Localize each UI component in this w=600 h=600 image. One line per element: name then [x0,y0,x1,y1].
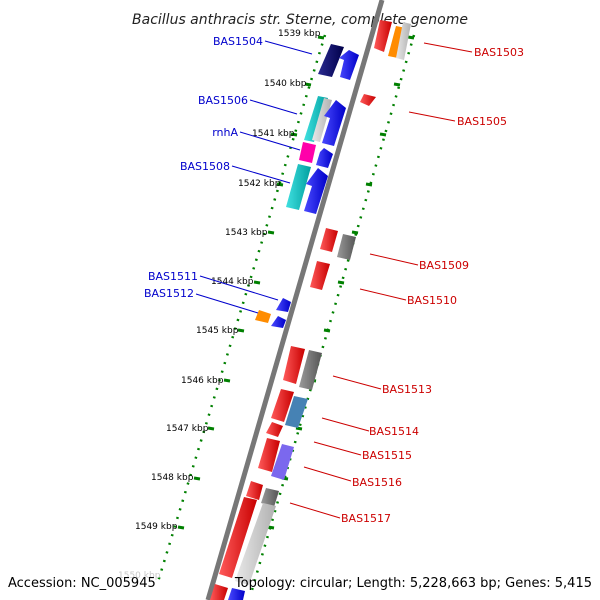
gene-feature[interactable] [261,488,279,507]
gene-feature[interactable] [396,22,411,60]
gene-feature[interactable] [337,234,356,260]
tick-label: 1543 kbp [225,228,268,238]
tick-label: 1546 kbp [181,376,224,386]
gene-label-left[interactable]: rnhA [212,126,238,139]
tick-label: 1547 kbp [166,424,209,434]
gene-feature[interactable] [360,94,376,106]
gene-feature[interactable] [374,20,392,52]
right-callouts [289,42,473,519]
gene-label-right[interactable]: BAS1517 [341,512,391,525]
tick-label: 1545 kbp [196,326,239,336]
gene-feature[interactable] [235,503,276,585]
gene-feature[interactable] [316,148,333,168]
gene-label-right[interactable]: BAS1510 [407,294,457,307]
tick-label: 1541 kbp [252,129,295,139]
tick-label: 1542 kbp [238,179,281,189]
gene-label-right[interactable]: BAS1505 [457,115,507,128]
gene-label-right[interactable]: BAS1514 [369,425,419,438]
gene-feature[interactable] [320,228,338,252]
gene-feature[interactable] [210,584,228,600]
gene-feature[interactable] [304,168,328,214]
gene-feature[interactable] [255,310,271,323]
gene-label-left[interactable]: BAS1511 [148,270,198,283]
gene-label-left[interactable]: BAS1508 [180,160,230,173]
left-callouts [195,40,313,314]
gene-label-right[interactable]: BAS1516 [352,476,402,489]
gene-label-right[interactable]: BAS1515 [362,449,412,462]
tick-label: 1540 kbp [264,79,307,89]
gene-label-right[interactable]: BAS1513 [382,383,432,396]
tick-label: 1539 kbp [278,29,321,39]
gene-feature[interactable] [318,44,344,77]
gene-feature[interactable] [271,444,294,480]
genome-info-text: Topology: circular; Length: 5,228,663 bp… [234,576,592,591]
genome-backbone [205,0,385,600]
gene-label-left[interactable]: BAS1506 [198,94,248,107]
tick-label: 1548 kbp [151,473,194,483]
accession-text: Accession: NC_005945 [8,576,156,591]
gene-feature[interactable] [322,100,346,146]
gene-feature[interactable] [312,98,332,142]
left-track-dots [155,34,327,586]
gene-feature[interactable] [228,588,245,600]
reverse-strand-genes [210,44,359,600]
gene-feature[interactable] [271,389,294,422]
gene-label-left[interactable]: BAS1512 [144,287,194,300]
major-ticks [177,35,415,530]
gene-feature[interactable] [299,142,316,163]
gene-feature[interactable] [283,346,305,384]
gene-label-right[interactable]: BAS1503 [474,46,524,59]
gene-feature[interactable] [285,396,308,428]
gene-feature[interactable] [266,422,283,437]
gene-feature[interactable] [286,164,311,210]
map-title: Bacillus anthracis str. Sterne, complete… [132,12,468,28]
right-track-dots [250,34,416,591]
gene-label-left[interactable]: BAS1504 [213,35,263,48]
gene-feature[interactable] [339,50,359,80]
gene-feature[interactable] [299,350,322,390]
tick-label: 1549 kbp [135,522,178,532]
gene-feature[interactable] [271,316,286,328]
tick-label: 1544 kbp [211,277,254,287]
gene-label-right[interactable]: BAS1509 [419,259,469,272]
gene-feature[interactable] [310,261,330,290]
gene-feature[interactable] [246,481,263,500]
gene-feature[interactable] [276,298,291,312]
gene-feature[interactable] [258,438,280,472]
forward-strand-genes [219,20,411,585]
tick-label: 1550 kbp [118,571,161,581]
gene-feature[interactable] [219,497,257,578]
